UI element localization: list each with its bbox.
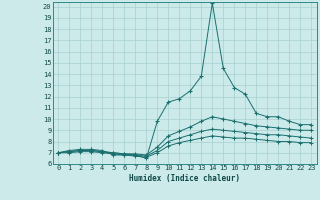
X-axis label: Humidex (Indice chaleur): Humidex (Indice chaleur) — [129, 174, 240, 183]
